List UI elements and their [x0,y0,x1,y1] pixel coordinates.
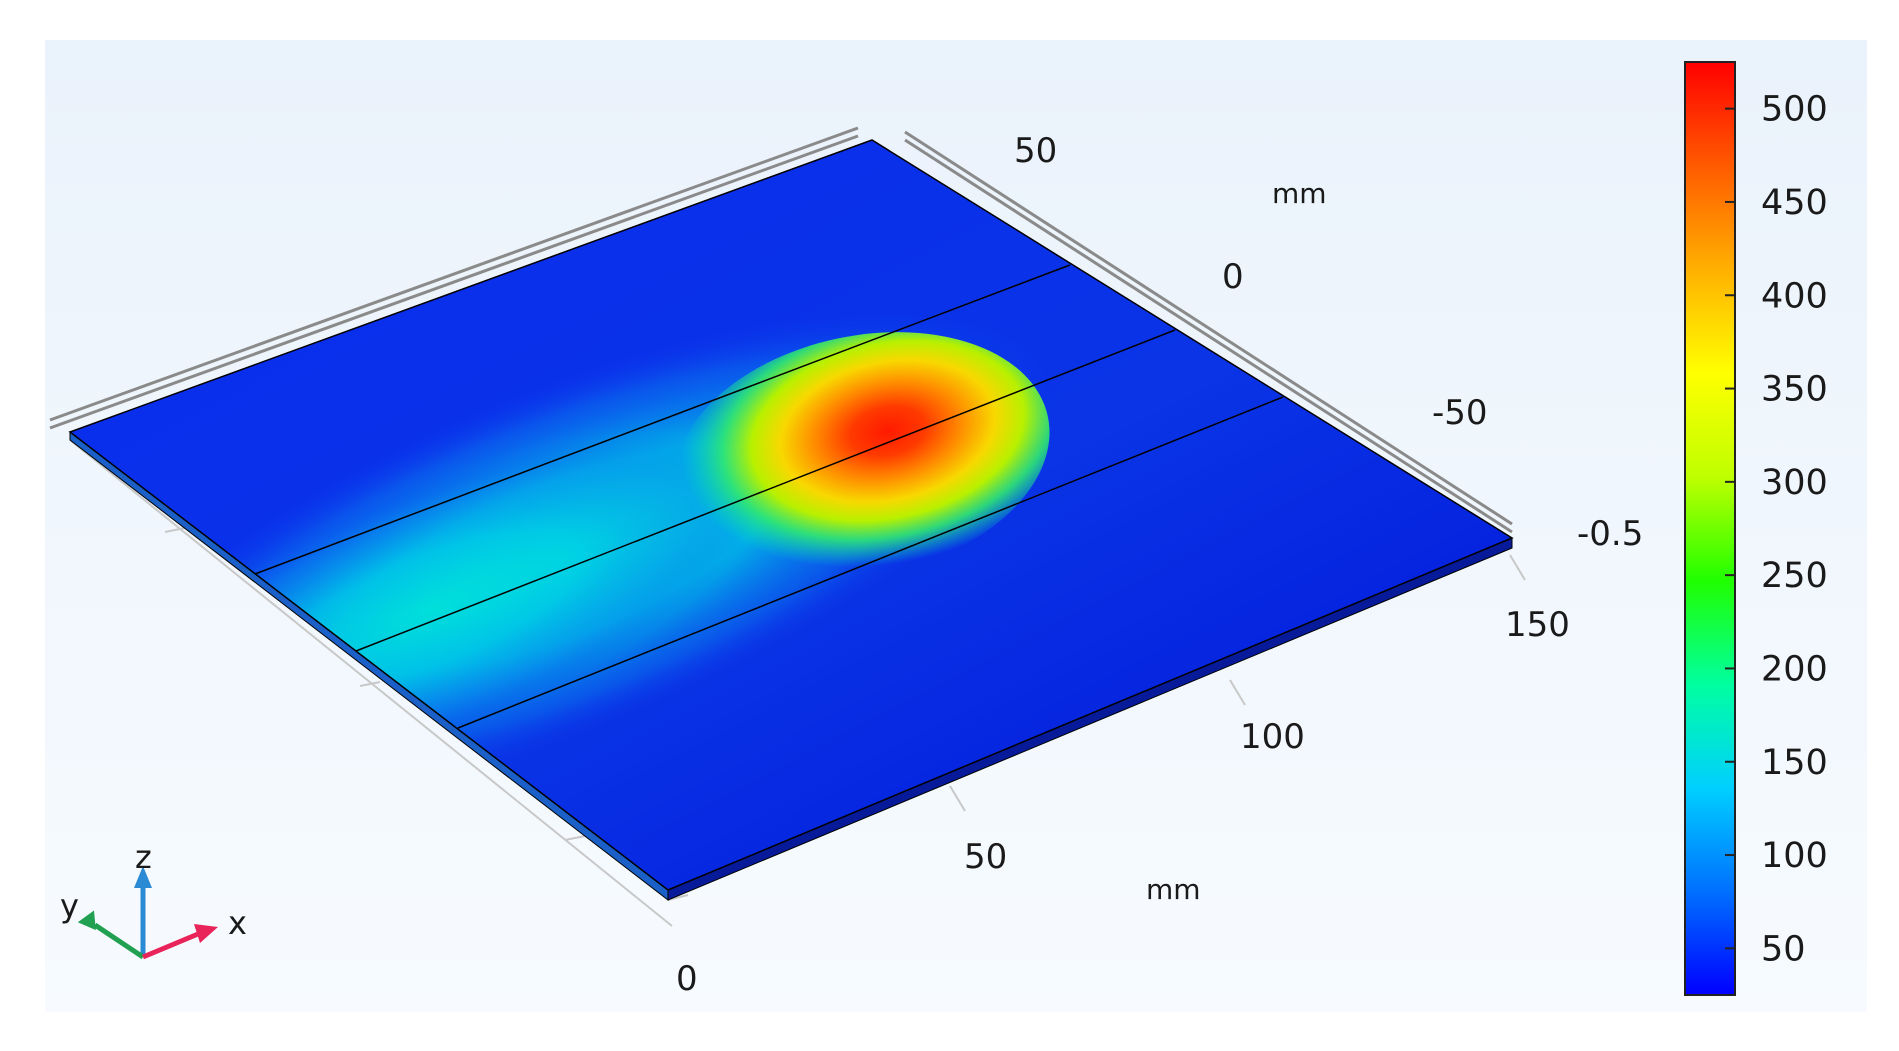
colorbar-fill [1685,62,1735,995]
colorbar-tick-label: 200 [1761,649,1828,689]
colorbar-frame [1684,61,1736,996]
colorbar-tick-label: 300 [1761,463,1828,503]
colorbar-tick-label: 450 [1761,183,1828,223]
triad-x-arrow-icon [194,924,218,943]
x-tick-100: 100 [1240,717,1305,757]
x-tick-150: 150 [1505,605,1570,645]
triad-x-axis [142,931,199,960]
plate-partition-lines [254,264,1284,729]
x-tick-50: 50 [964,837,1007,877]
axis-triad: z y x [60,838,247,960]
x-axis-unit: mm [1146,873,1201,906]
colorbar: 500 450 400 350 300 250 200 150 100 50 [1684,61,1828,996]
triad-x-label: x [228,904,247,942]
colorbar-tick-label: 500 [1761,90,1828,130]
y-tick-minus-50: -50 [1432,393,1488,433]
triad-z-label: z [135,838,152,876]
colorbar-tick-label: 250 [1761,556,1828,596]
axis-rails [49,126,1513,534]
x-tick-0: 0 [676,959,698,999]
triad-y-label: y [60,887,79,925]
triad-y-axis [93,922,145,960]
colorbar-ticks: 500 450 400 350 300 250 200 150 100 50 [1725,90,1828,969]
triad-z-arrow-icon [134,866,152,888]
y-axis-unit: mm [1272,177,1327,210]
colorbar-tick-label: 350 [1761,370,1828,410]
hot-spot [674,332,1050,580]
triad-y-arrow-icon [77,910,96,931]
colorbar-gradient [1685,62,1735,995]
colorbar-tick-label: 100 [1761,836,1828,876]
front-axis-guide [69,439,1526,927]
y-tick-0: 0 [1222,257,1244,297]
y-tick-50: 50 [1014,131,1057,171]
colorbar-tick-label: 150 [1761,743,1828,783]
colorbar-tick-label: 400 [1761,276,1828,316]
colorbar-tick-label: 50 [1761,929,1806,969]
z-tick-minus-0-5: -0.5 [1577,514,1643,554]
